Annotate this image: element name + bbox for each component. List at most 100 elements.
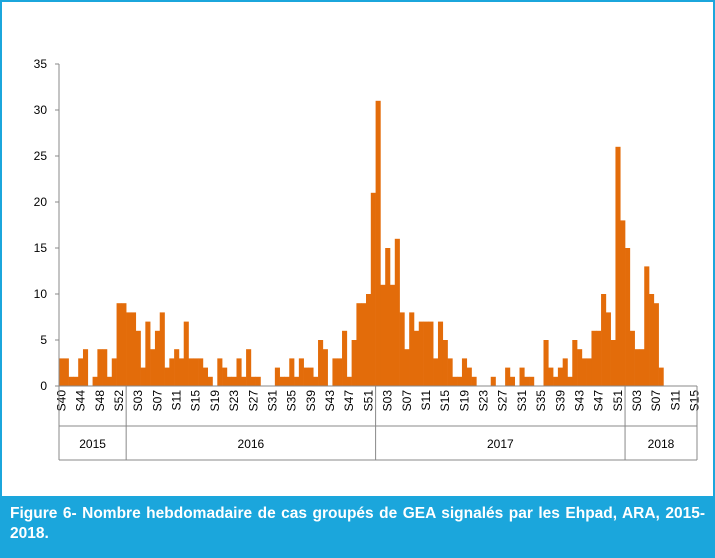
bar <box>413 330 420 386</box>
x-tick-label: S44 <box>74 390 88 412</box>
bar <box>289 358 295 386</box>
bar <box>548 367 554 386</box>
bar <box>447 358 453 386</box>
bar <box>188 358 194 386</box>
bar <box>466 367 472 386</box>
x-tick-label: S23 <box>477 390 491 412</box>
bar <box>97 349 103 386</box>
x-tick-label: S39 <box>553 390 567 412</box>
x-tick-label: S35 <box>534 390 548 412</box>
x-tick-label: S03 <box>630 390 644 412</box>
bar <box>653 303 659 386</box>
bar <box>418 321 424 386</box>
x-tick-label: S11 <box>170 390 184 411</box>
bar <box>452 376 458 386</box>
bar <box>294 376 300 386</box>
x-tick-label: S23 <box>227 390 241 412</box>
bar <box>615 146 621 386</box>
bar <box>140 367 146 386</box>
x-tick-label: S07 <box>150 390 164 412</box>
y-tick-label: 25 <box>34 149 48 163</box>
group-label: 2017 <box>487 437 514 451</box>
bar <box>457 376 463 386</box>
bar <box>380 284 386 386</box>
bar <box>562 358 568 386</box>
bar <box>63 358 69 386</box>
x-tick-label: S11 <box>668 390 682 411</box>
bar <box>586 358 592 386</box>
x-tick-label: S15 <box>189 390 203 412</box>
bar <box>178 358 185 386</box>
bar <box>313 376 319 386</box>
x-tick-label: S11 <box>419 390 433 411</box>
bar <box>78 358 84 386</box>
bar <box>394 238 400 386</box>
bar <box>577 349 583 386</box>
bar <box>322 349 328 386</box>
bar <box>423 321 429 386</box>
bar <box>409 312 415 386</box>
bar <box>202 367 209 386</box>
bar <box>553 376 559 386</box>
bar <box>581 358 587 386</box>
bar <box>625 248 631 386</box>
y-tick-label: 30 <box>34 103 48 117</box>
caption: Figure 6- Nombre hebdomadaire de cas gro… <box>2 496 713 556</box>
bar <box>111 358 117 386</box>
bar <box>351 340 357 386</box>
bar <box>399 312 405 386</box>
x-tick-label: S43 <box>323 390 337 412</box>
bar <box>145 321 151 386</box>
x-tick-label: S07 <box>400 390 414 412</box>
x-tick-label: S35 <box>285 390 299 412</box>
bar <box>490 376 496 386</box>
bar <box>509 376 516 386</box>
bar <box>279 376 285 386</box>
bar <box>639 349 645 386</box>
bar <box>332 358 338 386</box>
bar <box>601 294 607 386</box>
bar <box>164 367 170 386</box>
group-label: 2018 <box>648 437 675 451</box>
bar <box>428 321 434 386</box>
bar <box>298 358 304 386</box>
bar <box>605 312 611 386</box>
bar <box>634 349 640 386</box>
bar <box>658 367 664 386</box>
bar <box>505 367 511 386</box>
bar <box>385 248 391 386</box>
bar <box>567 376 573 386</box>
x-tick-label: S07 <box>649 390 663 412</box>
x-tick-label: S15 <box>438 390 452 412</box>
bar <box>303 367 309 386</box>
x-tick-label: S48 <box>93 390 107 412</box>
x-tick-label: S15 <box>688 390 702 412</box>
x-tick-label: S31 <box>265 390 279 412</box>
y-tick-label: 35 <box>34 57 48 71</box>
x-tick-label: S47 <box>342 390 356 412</box>
x-tick-label: S51 <box>611 390 625 412</box>
bar <box>346 376 352 386</box>
bar <box>274 367 280 386</box>
bar <box>342 330 348 386</box>
x-tick-label: S27 <box>246 390 260 412</box>
bar <box>308 367 314 386</box>
bar <box>404 349 410 386</box>
bar <box>226 376 232 386</box>
bar <box>318 340 324 386</box>
bar <box>471 376 477 386</box>
bar <box>174 349 180 386</box>
bar <box>68 376 74 386</box>
bar <box>116 303 122 386</box>
bar <box>375 100 381 387</box>
bar <box>337 358 343 386</box>
x-tick-label: S47 <box>592 390 606 412</box>
bar <box>543 340 549 386</box>
bar <box>572 340 578 386</box>
bar <box>193 358 199 386</box>
bar <box>591 330 597 386</box>
bar <box>557 367 563 386</box>
bar <box>361 303 367 386</box>
bar <box>529 376 535 386</box>
bar <box>433 358 439 386</box>
